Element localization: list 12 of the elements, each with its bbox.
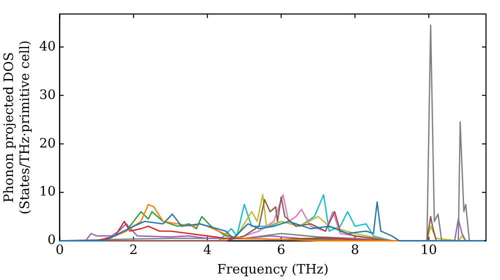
x-tick-label: 8	[350, 242, 360, 258]
y-axis-title: Phonon projected DOS (States/THz·primitive cell)	[2, 40, 33, 214]
y-tick-label: 20	[39, 136, 56, 152]
x-tick-label: 6	[277, 242, 286, 258]
x-tick-label: 2	[129, 242, 138, 258]
y-tick-label: 30	[39, 88, 56, 103]
x-axis-title: Frequency (THz)	[217, 262, 329, 278]
y-tick-label: 0	[47, 233, 56, 248]
x-tick-label: 4	[203, 242, 212, 258]
y-tick-label: 10	[39, 184, 56, 200]
y-tick-label: 40	[39, 39, 56, 54]
x-tick-label: 10	[420, 242, 438, 258]
